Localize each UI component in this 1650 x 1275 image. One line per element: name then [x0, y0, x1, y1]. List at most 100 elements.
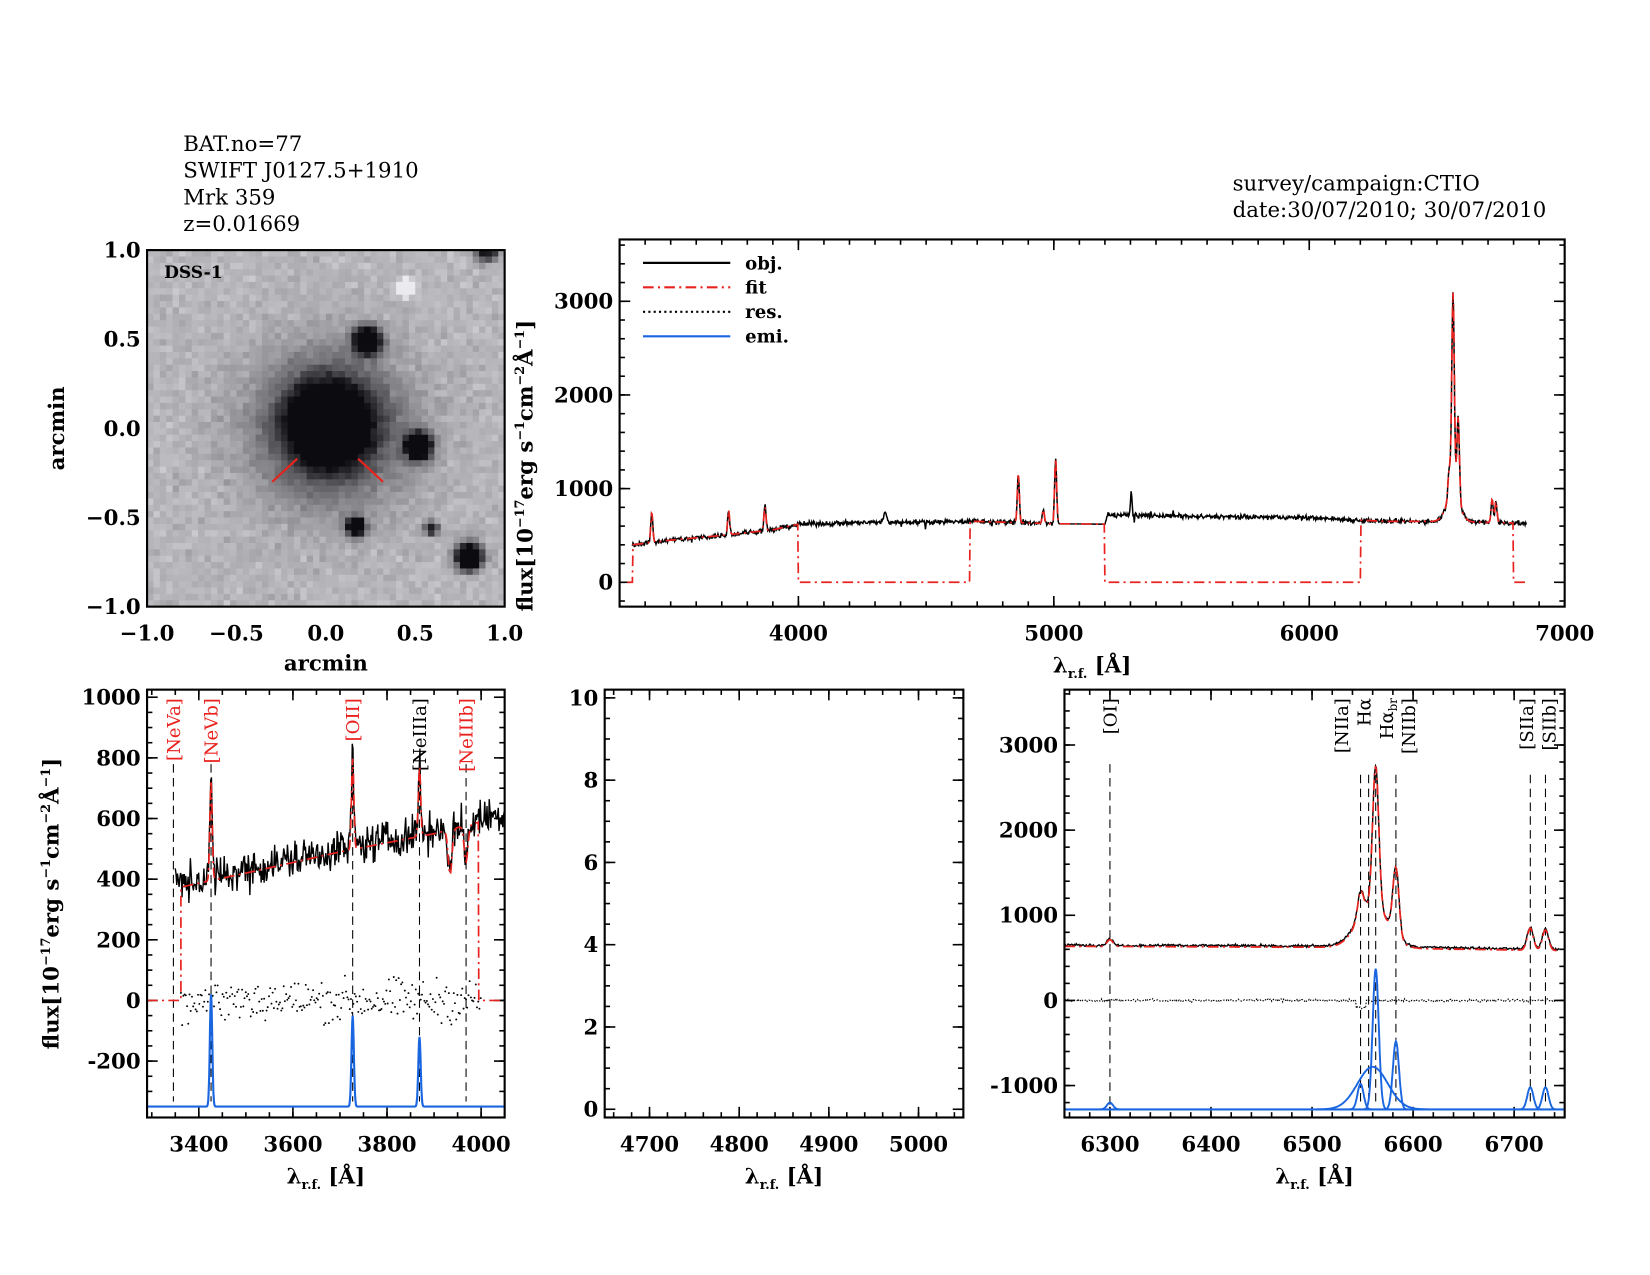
image-pixel — [261, 555, 269, 563]
image-pixel — [159, 383, 167, 391]
image-pixel — [345, 568, 352, 576]
image-pixel — [210, 364, 218, 372]
residual-point — [197, 993, 199, 996]
image-pixel — [147, 492, 154, 499]
image-pixel — [274, 574, 282, 582]
image-pixel — [498, 326, 506, 334]
image-pixel — [204, 262, 212, 270]
image-pixel — [498, 453, 506, 461]
image-pixel — [485, 523, 493, 531]
image-pixel — [172, 581, 180, 588]
image-pixel — [479, 288, 486, 296]
image-pixel — [268, 383, 276, 391]
image-pixel — [370, 332, 378, 340]
image-pixel — [198, 517, 205, 525]
image-pixel — [172, 288, 180, 296]
image-pixel — [204, 549, 212, 557]
image-pixel — [191, 294, 199, 302]
image-pixel — [453, 472, 461, 480]
residual-point — [227, 1013, 230, 1016]
image-pixel — [230, 275, 237, 283]
image-pixel — [447, 536, 454, 544]
image-pixel — [300, 288, 308, 296]
image-pixel — [191, 364, 199, 372]
image-pixel — [402, 466, 410, 474]
image-pixel — [421, 256, 429, 264]
residual-point — [291, 1005, 294, 1008]
image-pixel — [459, 383, 467, 391]
image-pixel — [351, 555, 359, 563]
image-pixel — [274, 250, 282, 257]
image-pixel — [249, 383, 257, 391]
image-pixel — [313, 498, 320, 506]
image-pixel — [242, 434, 250, 442]
image-pixel — [300, 409, 308, 417]
residual-point — [252, 1011, 255, 1013]
image-pixel — [498, 498, 506, 506]
image-pixel — [345, 441, 352, 448]
image-pixel — [459, 281, 467, 289]
residual-point — [341, 991, 344, 994]
image-pixel — [376, 288, 384, 296]
image-pixel — [191, 460, 199, 467]
image-pixel — [268, 555, 276, 563]
image-pixel — [479, 555, 486, 563]
image-pixel — [351, 549, 359, 557]
image-pixel — [198, 511, 205, 518]
residual-point — [346, 996, 349, 999]
image-pixel — [185, 581, 193, 588]
image-pixel — [217, 269, 225, 276]
image-pixel — [479, 600, 486, 608]
image-pixel — [236, 517, 244, 525]
image-pixel — [204, 307, 212, 315]
y-label-exp: −1 — [513, 330, 528, 350]
image-pixel — [415, 339, 423, 347]
image-pixel — [415, 390, 423, 397]
image-pixel — [396, 504, 403, 512]
image-pixel — [421, 453, 429, 461]
image-pixel — [198, 504, 205, 512]
residual-point — [421, 993, 423, 996]
image-pixel — [338, 568, 346, 576]
image-pixel — [376, 498, 384, 506]
image-pixel — [345, 345, 352, 353]
image-pixel — [300, 530, 308, 538]
image-pixel — [223, 574, 231, 582]
image-pixel — [319, 574, 327, 582]
image-pixel — [178, 396, 186, 404]
image-pixel — [268, 345, 276, 353]
image-pixel — [389, 587, 397, 595]
image-pixel — [466, 472, 474, 480]
x-label-symbol: λ — [287, 1164, 302, 1189]
image-pixel — [281, 339, 288, 347]
residual-point — [435, 976, 438, 979]
image-pixel — [153, 530, 161, 538]
image-pixel — [396, 447, 403, 455]
image-pixel — [332, 536, 340, 544]
image-pixel — [159, 320, 167, 327]
image-pixel — [319, 549, 327, 557]
image-pixel — [357, 351, 365, 359]
image-pixel — [408, 377, 416, 385]
residual-point — [287, 997, 290, 1000]
image-pixel — [370, 294, 378, 302]
image-pixel — [376, 351, 384, 359]
image-pixel — [447, 466, 454, 474]
image-pixel — [172, 313, 180, 321]
image-pixel — [332, 466, 340, 474]
image-pixel — [402, 301, 410, 308]
image-pixel — [338, 358, 346, 366]
image-pixel — [178, 517, 186, 525]
image-pixel — [447, 593, 454, 601]
image-pixel — [293, 581, 301, 588]
image-pixel — [357, 523, 365, 531]
image-pixel — [440, 313, 448, 321]
image-pixel — [242, 574, 250, 582]
image-pixel — [172, 562, 180, 569]
image-pixel — [166, 536, 174, 544]
image-pixel — [459, 351, 467, 359]
residual-point — [270, 1002, 273, 1005]
image-pixel — [198, 313, 205, 321]
image-pixel — [421, 523, 429, 531]
image-pixel — [415, 460, 423, 467]
